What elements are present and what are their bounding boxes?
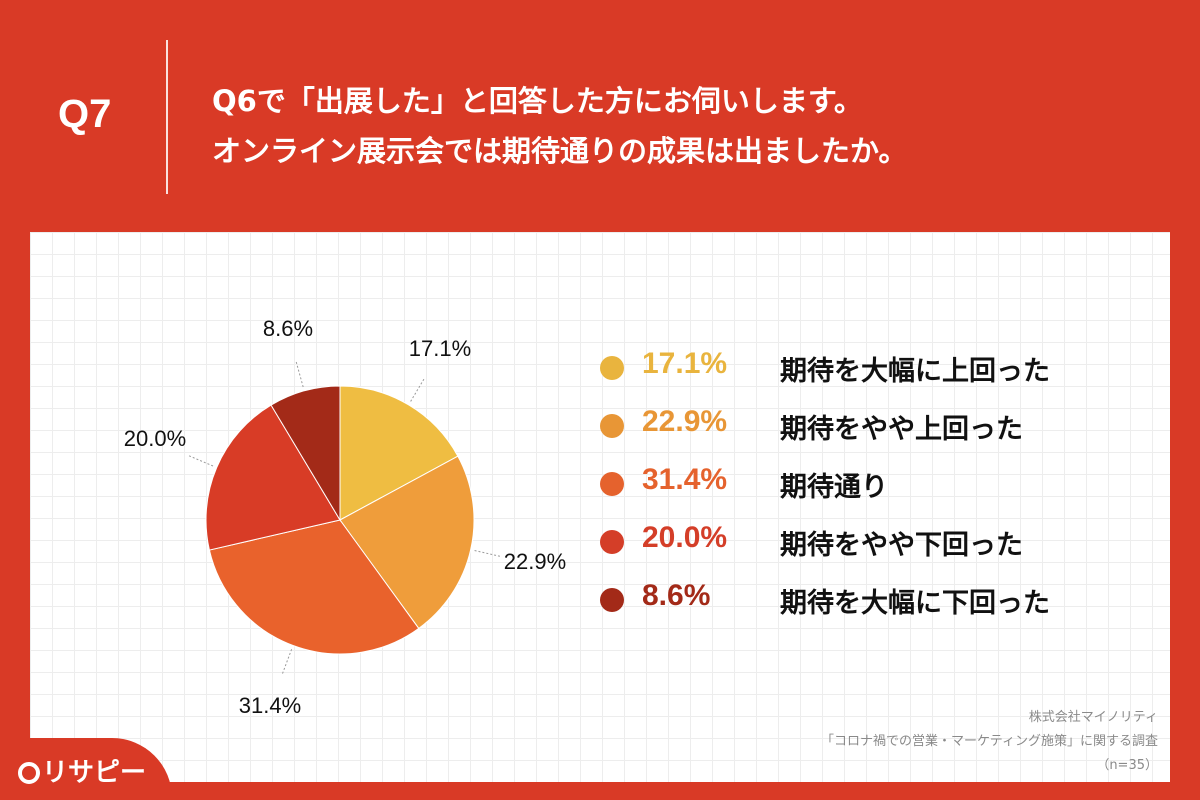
pie-slice: [270, 385, 341, 522]
legend-item: 20.0% 期待をやや下回った: [600, 519, 1140, 577]
legend-value: 20.0%: [642, 521, 728, 554]
slice-data-label: 31.4%: [239, 693, 301, 718]
pie-slice: [208, 519, 420, 655]
legend-dot: [600, 588, 624, 612]
legend-label: 期待をやや上回った: [780, 414, 1023, 445]
legend-dot: [600, 530, 624, 554]
header: Q7 Q6で「出展した」と回答した方にお伺いします。 オンライン展示会では期待通…: [0, 0, 1200, 232]
leader-line: [474, 550, 502, 558]
logo-text: リサピー: [42, 758, 147, 788]
pie-slice: [339, 455, 475, 630]
question-line-2: オンライン展示会では期待通りの成果は出ましたか。: [212, 134, 908, 168]
leader-line: [187, 454, 214, 467]
slice-data-label: 17.1%: [409, 336, 471, 361]
legend-dot: [600, 472, 624, 496]
leader-line: [410, 377, 426, 402]
legend-dot: [600, 356, 624, 380]
brand-logo: リサピー: [18, 752, 146, 789]
legend-dot: [600, 414, 624, 438]
slice-data-label: 22.9%: [504, 549, 566, 574]
header-divider: [166, 40, 168, 194]
legend-value: 31.4%: [642, 463, 728, 496]
legend-value: 17.1%: [642, 347, 728, 380]
source-note: 株式会社マイノリティ 「コロナ禍での営業・マーケティング施策」に関する調査 （n…: [821, 706, 1158, 778]
legend-item: 17.1% 期待を大幅に上回った: [600, 345, 1140, 403]
question-line-1: Q6で「出展した」と回答した方にお伺いします。: [212, 84, 863, 118]
legend-label: 期待をやや下回った: [780, 530, 1023, 561]
pie-slice: [205, 404, 341, 551]
legend-item: 8.6% 期待を大幅に下回った: [600, 577, 1140, 635]
source-company: 株式会社マイノリティ: [1028, 710, 1158, 725]
source-survey: 「コロナ禍での営業・マーケティング施策」に関する調査: [821, 734, 1158, 749]
leader-line: [295, 359, 304, 388]
source-sample: （n=35）: [1096, 758, 1158, 773]
legend-value: 8.6%: [642, 579, 711, 612]
legend-item: 22.9% 期待をやや上回った: [600, 403, 1140, 461]
pie-slice: [339, 385, 459, 521]
legend-label: 期待通り: [780, 472, 888, 503]
question-number: Q7: [58, 92, 112, 136]
legend-label: 期待を大幅に下回った: [780, 588, 1050, 619]
slice-data-label: 20.0%: [124, 426, 186, 451]
legend-label: 期待を大幅に上回った: [780, 356, 1050, 387]
question-text: Q6で「出展した」と回答した方にお伺いします。 オンライン展示会では期待通りの成…: [212, 76, 1172, 176]
legend-value: 22.9%: [642, 405, 728, 438]
legend: 17.1% 期待を大幅に上回った 22.9% 期待をやや上回った 31.4% 期…: [600, 345, 1140, 635]
leader-line: [281, 649, 293, 676]
pin-icon: [18, 762, 40, 784]
legend-item: 31.4% 期待通り: [600, 461, 1140, 519]
slice-data-label: 8.6%: [263, 316, 313, 341]
